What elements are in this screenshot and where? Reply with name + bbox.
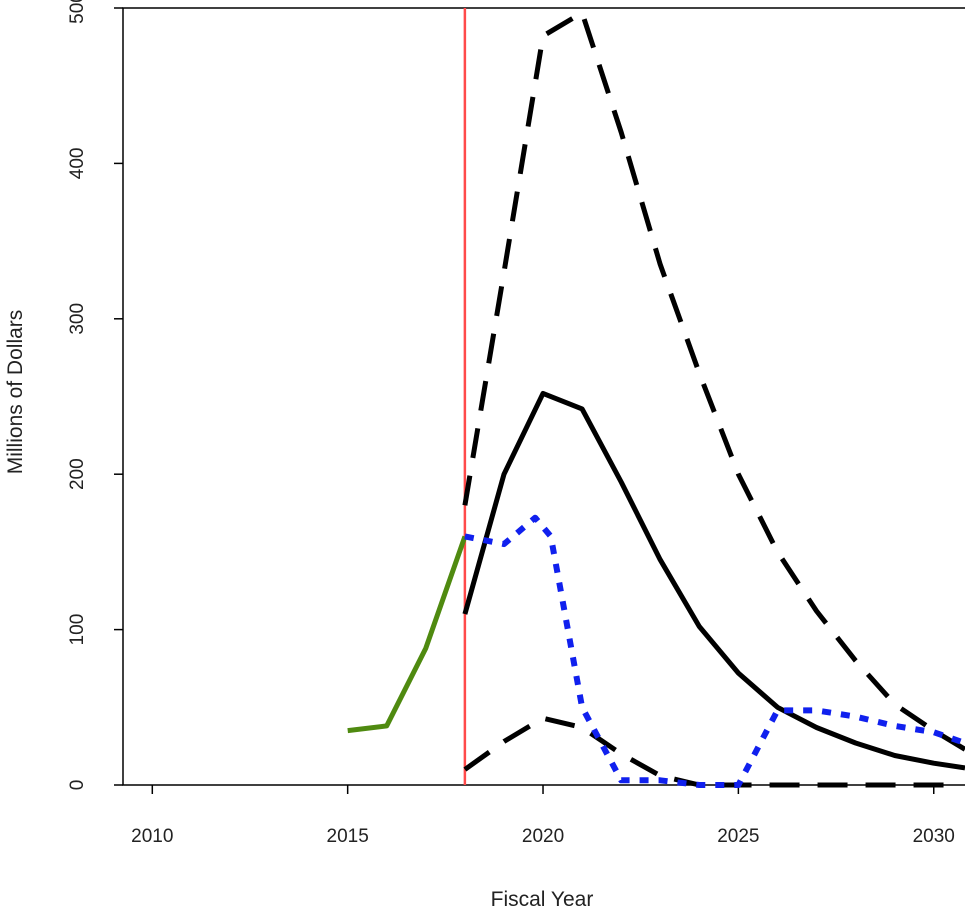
x-tick-label-2015: 2015 xyxy=(327,826,369,847)
plot-frame xyxy=(122,7,965,786)
y-tick-label-300: 300 xyxy=(67,303,88,335)
series-lower-bound-line xyxy=(463,715,946,788)
x-tick-label-2030: 2030 xyxy=(913,826,955,847)
series-alternative-line xyxy=(464,514,965,788)
x-tick-label-2010: 2010 xyxy=(131,826,173,847)
y-tick-label-400: 400 xyxy=(67,148,88,180)
series-historical-line xyxy=(347,535,468,734)
y-tick-label-100: 100 xyxy=(67,614,88,646)
y-tick-label-200: 200 xyxy=(67,458,88,490)
y-tick-label-500: 500 xyxy=(67,0,88,24)
x-tick-label-2025: 2025 xyxy=(717,826,759,847)
y-tick-label-0: 0 xyxy=(67,780,88,791)
x-axis-title: Fiscal Year xyxy=(491,888,594,911)
y-axis-title: Millions of Dollars xyxy=(4,310,27,475)
series-upper-bound-line xyxy=(462,10,965,752)
plot-area: 2010 2015 2020 2025 2030 0 100 200 300 400 500 xyxy=(67,0,965,847)
series-projection-line xyxy=(462,390,965,771)
x-tick-label-2020: 2020 xyxy=(522,826,564,847)
